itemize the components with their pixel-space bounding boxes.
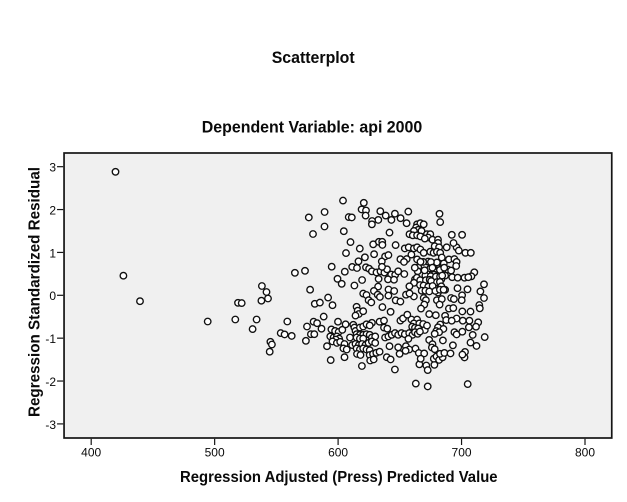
svg-text:-1: -1 — [45, 332, 56, 346]
svg-text:0: 0 — [49, 289, 56, 303]
svg-text:Regression Adjusted (Press) Pr: Regression Adjusted (Press) Predicted Va… — [180, 469, 498, 486]
svg-text:Regression Standardized Residu: Regression Standardized Residual — [27, 167, 44, 417]
svg-text:400: 400 — [81, 445, 101, 459]
svg-text:3: 3 — [49, 161, 56, 175]
svg-text:700: 700 — [452, 445, 472, 459]
svg-text:500: 500 — [205, 445, 225, 459]
svg-text:600: 600 — [328, 445, 348, 459]
svg-text:-3: -3 — [45, 418, 56, 432]
svg-text:2: 2 — [49, 203, 56, 217]
svg-text:-2: -2 — [45, 375, 56, 389]
svg-text:800: 800 — [575, 445, 595, 459]
svg-text:1: 1 — [49, 246, 56, 260]
svg-text:Scatterplot: Scatterplot — [272, 48, 355, 67]
svg-text:Dependent Variable: api 2000: Dependent Variable: api 2000 — [202, 118, 423, 137]
